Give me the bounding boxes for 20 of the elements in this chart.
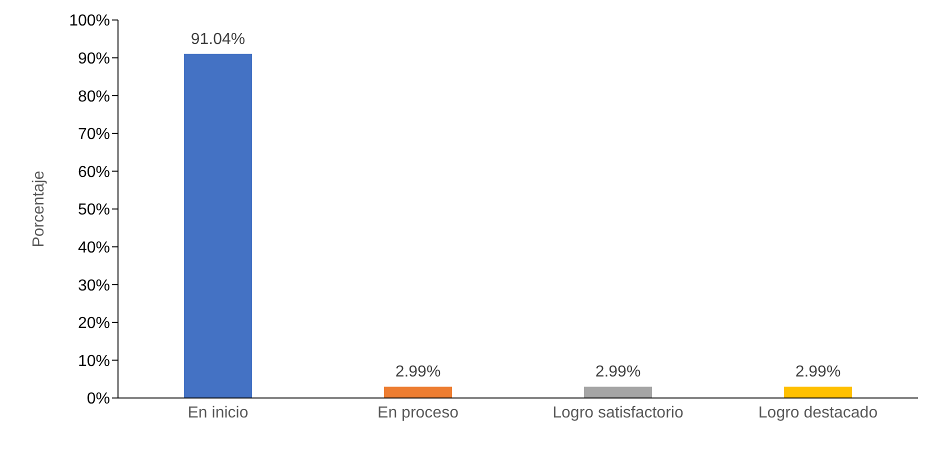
y-tick-label: 90%: [78, 50, 110, 68]
y-tick-label: 70%: [78, 126, 110, 144]
y-axis-title: Porcentaje: [30, 170, 48, 248]
data-label: 2.99%: [795, 364, 841, 381]
y-tick-label: 40%: [78, 239, 110, 256]
y-tick-label: 60%: [78, 164, 110, 181]
y-tick-label: 80%: [78, 88, 110, 106]
y-tick-label: 0%: [86, 390, 110, 408]
x-tick-label: Logro satisfactorio: [552, 404, 684, 422]
x-tick-label: En inicio: [188, 404, 248, 422]
x-tick-label: Logro destacado: [758, 404, 878, 422]
y-tick-label: 30%: [78, 277, 110, 294]
data-label: 2.99%: [595, 364, 641, 381]
y-tick-label: 10%: [78, 352, 110, 370]
data-label: 91.04%: [190, 30, 246, 48]
y-tick-label: 50%: [78, 202, 110, 219]
x-tick-label: En proceso: [378, 404, 459, 422]
data-label: 2.99%: [395, 364, 441, 381]
y-tick-label: 100%: [69, 12, 110, 30]
y-tick-label: 20%: [78, 315, 110, 332]
